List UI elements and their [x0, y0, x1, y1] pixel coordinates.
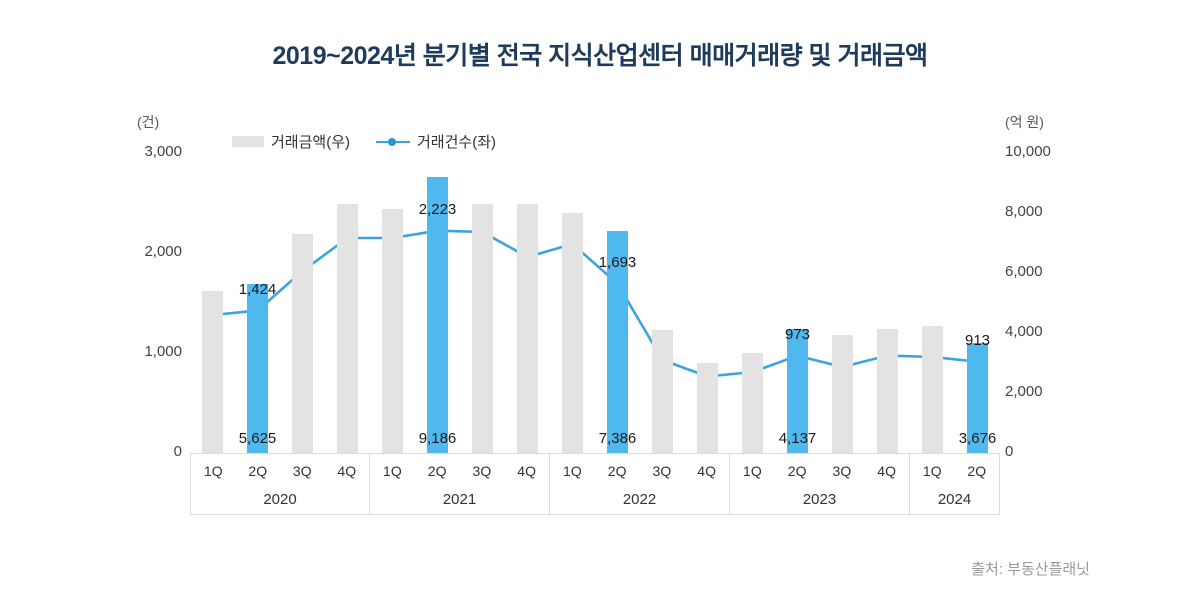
x-axis-quarters: 1Q 2Q — [910, 460, 999, 486]
bar-value-label: 9,186 — [418, 430, 457, 447]
bar-2020-4Q — [336, 204, 359, 453]
x-axis-quarter-2023-3Q: 3Q — [832, 463, 852, 479]
bar-2020-3Q — [291, 234, 314, 453]
x-axis-quarter-2023-2Q: 2Q — [787, 463, 807, 479]
bar-2024-2Q — [966, 342, 989, 453]
right-axis-unit: (억 원) — [1005, 114, 1044, 130]
x-axis-quarter-2023-4Q: 4Q — [877, 463, 896, 479]
bar-2023-2Q — [786, 328, 809, 453]
x-axis-quarter-2021-4Q: 4Q — [517, 463, 536, 479]
line-value-label: 2,223 — [418, 200, 457, 218]
legend-item-count: 거래건수(좌) — [376, 131, 496, 152]
line-value-label: 973 — [784, 325, 811, 343]
left-axis-tick: 0 — [173, 443, 182, 460]
x-axis-quarter-2023-1Q: 1Q — [743, 463, 762, 479]
right-axis-tick: 8,000 — [1005, 203, 1043, 220]
x-axis-year-2021: 2021 — [442, 491, 477, 508]
x-axis-quarter-2022-2Q: 2Q — [607, 463, 627, 479]
legend-label-amount: 거래금액(우) — [271, 134, 350, 151]
right-axis-tick: 0 — [1005, 443, 1014, 460]
x-axis-quarter-2020-4Q: 4Q — [337, 463, 357, 479]
left-axis-tick: 2,000 — [144, 243, 182, 260]
x-axis-quarter-2024-2Q: 2Q — [967, 463, 987, 479]
x-axis-quarter-2020-1Q: 1Q — [203, 463, 223, 479]
line-value-label: 1,424 — [238, 280, 277, 298]
x-axis-quarter-2022-3Q: 3Q — [652, 463, 672, 479]
bar-2021-4Q — [516, 204, 539, 453]
x-axis-group-2024: 1Q 2Q 2024 — [910, 454, 1000, 515]
bar-2023-1Q — [741, 352, 764, 453]
bar-2023-3Q — [831, 334, 854, 453]
x-axis-quarter-2021-2Q: 2Q — [427, 463, 447, 479]
x-axis-group-2022: 1Q 2Q 3Q 4Q 2022 — [550, 454, 730, 515]
x-axis-quarter-2022-1Q: 1Q — [563, 463, 582, 479]
x-axis-year-2022: 2022 — [622, 491, 657, 508]
bar-2022-1Q — [561, 213, 584, 453]
x-axis-quarter-2021-1Q: 1Q — [383, 463, 402, 479]
x-axis-year-2023: 2023 — [802, 491, 837, 508]
line-path — [211, 229, 979, 378]
left-axis-unit: (건) — [137, 114, 160, 130]
chart-legend: 거래금액(우) 거래건수(좌) — [232, 131, 496, 152]
x-axis: 1Q 2Q 3Q 4Q 2020 1Q 2Q 3Q 4Q 2021 1Q 2Q 3Q 4Q 2022 1Q 2Q… — [190, 453, 1000, 515]
right-axis-tick: 2,000 — [1005, 383, 1043, 400]
source-note: 출처: 부동산플래닛 — [971, 561, 1090, 578]
line-swatch-icon — [376, 136, 410, 148]
bar-2022-4Q — [696, 363, 719, 453]
x-axis-quarter-2021-3Q: 3Q — [472, 463, 492, 479]
x-axis-group-2023: 1Q 2Q 3Q 4Q 2023 — [730, 454, 910, 515]
x-axis-quarters: 1Q 2Q 3Q 4Q — [730, 460, 909, 486]
bar-2020-2Q — [246, 284, 269, 453]
bar-swatch-icon — [232, 136, 264, 147]
x-axis-quarters: 1Q 2Q 3Q 4Q — [191, 460, 369, 486]
bar-value-label: 4,137 — [778, 430, 817, 447]
legend-item-amount: 거래금액(우) — [232, 131, 350, 152]
line-value-label: 913 — [964, 331, 991, 349]
x-axis-quarter-2024-1Q: 1Q — [922, 463, 942, 479]
page-title: 2019~2024년 분기별 전국 지식산업센터 매매거래량 및 거래금액 — [272, 42, 928, 70]
bar-2021-3Q — [471, 204, 494, 453]
left-axis-tick: 1,000 — [144, 343, 182, 360]
bar-2021-2Q — [426, 177, 449, 453]
x-axis-group-2020: 1Q 2Q 3Q 4Q 2020 — [190, 454, 370, 515]
right-axis-tick: 4,000 — [1005, 323, 1043, 340]
right-axis-tick: 10,000 — [1005, 143, 1051, 160]
right-axis-tick: 6,000 — [1005, 263, 1043, 280]
line-value-label: 1,693 — [598, 253, 637, 271]
bar-value-label: 3,676 — [958, 430, 997, 447]
bar-2022-3Q — [651, 330, 674, 453]
bar-2023-4Q — [876, 328, 899, 453]
x-axis-quarter-2020-2Q: 2Q — [248, 463, 268, 479]
legend-label-count: 거래건수(좌) — [417, 134, 496, 151]
bar-2022-2Q — [606, 231, 629, 453]
x-axis-year-2024: 2024 — [937, 491, 972, 508]
bar-2020-1Q — [201, 291, 224, 453]
x-axis-quarters: 1Q 2Q 3Q 4Q — [370, 460, 549, 486]
x-axis-group-2021: 1Q 2Q 3Q 4Q 2021 — [370, 454, 550, 515]
bar-value-label: 7,386 — [598, 430, 637, 447]
bar-2021-1Q — [381, 208, 404, 453]
x-axis-quarters: 1Q 2Q 3Q 4Q — [550, 460, 729, 486]
bar-2024-1Q — [921, 325, 944, 453]
plot-area: 5,625 9,186 7,386 4,137 3,676 1,424 2,223 1,693… — [190, 153, 1000, 453]
left-axis-tick: 3,000 — [144, 143, 182, 160]
x-axis-year-2020: 2020 — [263, 491, 297, 508]
x-axis-quarter-2020-3Q: 3Q — [292, 463, 312, 479]
x-axis-quarter-2022-4Q: 4Q — [697, 463, 716, 479]
bar-value-label: 5,625 — [238, 430, 277, 447]
